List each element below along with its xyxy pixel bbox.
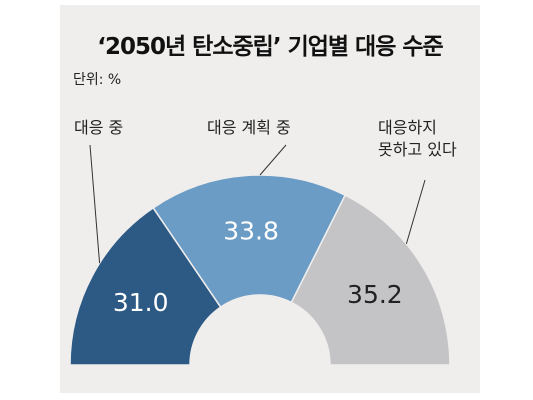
leader-line: [259, 144, 287, 176]
unit-label: 단위: %: [73, 72, 122, 88]
value-label-planning: 33.8: [223, 216, 279, 245]
legend-label-not-responding: 대응하지 못하고 있다: [378, 118, 457, 159]
chart-card: ‘2050년 탄소중립’ 기업별 대응 수준 단위: % 대응 중 대응 계획 …: [60, 5, 480, 393]
half-donut-chart: 31.0 33.8 35.2: [69, 144, 451, 366]
legend-label-responding: 대응 중: [74, 118, 124, 137]
slice-not-responding: [290, 194, 451, 366]
slice-responding: [69, 206, 222, 366]
value-label-responding: 31.0: [113, 288, 169, 317]
leader-line: [89, 144, 101, 264]
chart-title: ‘2050년 탄소중립’ 기업별 대응 수준: [97, 34, 443, 60]
leader-line: [405, 179, 426, 245]
slice-planning: [152, 174, 347, 309]
value-label-not-responding: 35.2: [347, 280, 403, 309]
legend-label-planning: 대응 계획 중: [207, 118, 291, 137]
